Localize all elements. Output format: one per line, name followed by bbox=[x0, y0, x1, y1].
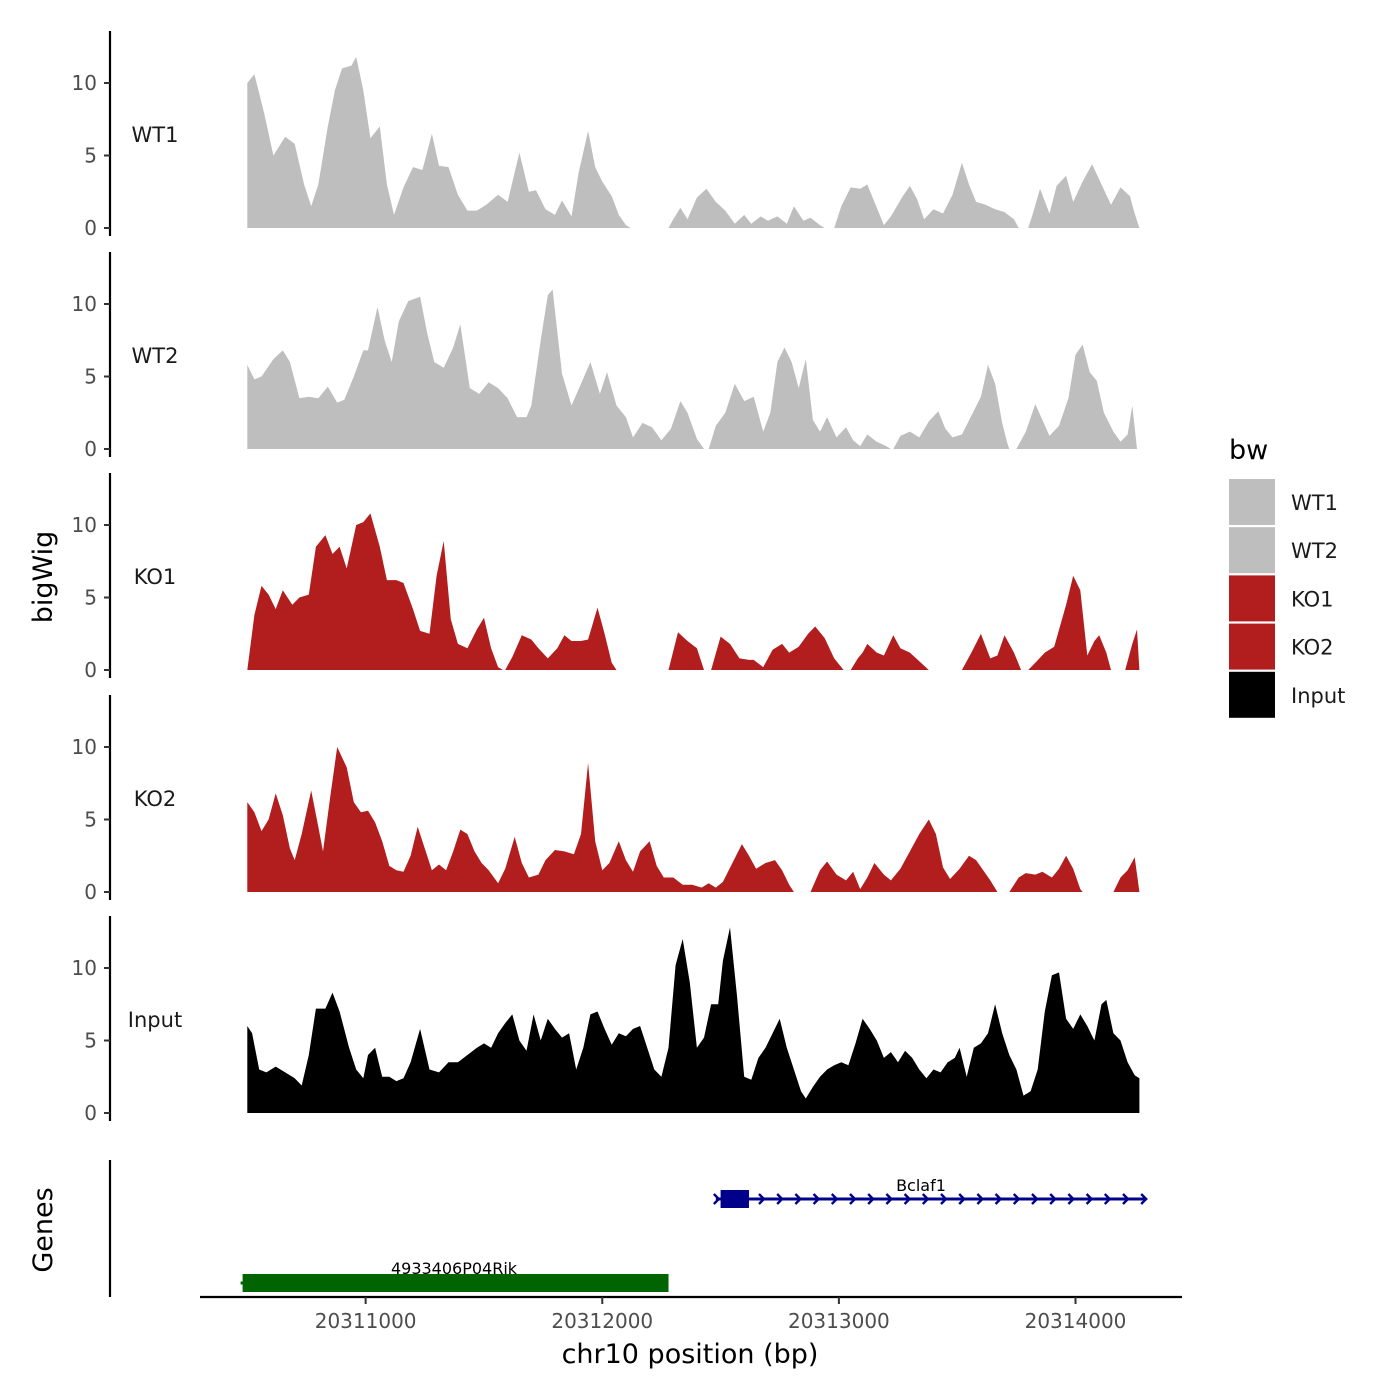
y-tick-label: 0 bbox=[84, 658, 97, 682]
legend-label-input: Input bbox=[1291, 684, 1345, 708]
area-ko2-0 bbox=[247, 747, 794, 892]
strand-arrow bbox=[885, 1193, 894, 1205]
legend-swatch-input bbox=[1229, 671, 1275, 718]
y-tick-label: 10 bbox=[72, 71, 97, 95]
legend-label-ko2: KO2 bbox=[1291, 636, 1334, 660]
y-tick-label: 5 bbox=[84, 808, 97, 832]
strand-arrow bbox=[976, 1193, 985, 1205]
y-tick-label: 10 bbox=[72, 735, 97, 759]
legend-label-wt2: WT2 bbox=[1291, 539, 1338, 563]
strand-arrow bbox=[994, 1193, 1003, 1205]
y-tick-label: 10 bbox=[72, 292, 97, 316]
legend: bw WT1 WT2 KO1 KO2 Input bbox=[1229, 435, 1345, 718]
area-ko1-0 bbox=[247, 513, 503, 670]
strand-arrow bbox=[867, 1193, 875, 1205]
area-ko1-3 bbox=[711, 626, 844, 670]
gene-bclaf1-exon bbox=[720, 1190, 749, 1208]
genes-axis-title: Genes bbox=[28, 1187, 59, 1272]
track-label-wt2: WT2 bbox=[132, 344, 179, 368]
y-tick-label: 0 bbox=[84, 216, 97, 240]
y-tick-label: 5 bbox=[84, 144, 97, 168]
strand-arrow bbox=[940, 1193, 948, 1205]
signal-tracks: 0 5 10 WT1 0 5 10 WT2 0 5 10 KO1 0 5 10 KO2 0 5 10 Input bbox=[72, 31, 1140, 1125]
area-ko1-7 bbox=[1125, 629, 1140, 670]
area-ko1-5 bbox=[961, 633, 1022, 670]
y-tick-label: 5 bbox=[84, 1029, 97, 1053]
legend-label-ko1: KO1 bbox=[1291, 587, 1334, 611]
legend-title: bw bbox=[1229, 435, 1268, 466]
area-ko1-1 bbox=[505, 607, 617, 670]
y-tick-label: 5 bbox=[84, 586, 97, 610]
gene-bclaf1: Bclaf1 bbox=[712, 1176, 1148, 1208]
x-tick-label: 20314000 bbox=[1025, 1309, 1127, 1333]
area-wt2-3 bbox=[1016, 344, 1137, 449]
strand-arrow bbox=[1049, 1193, 1057, 1205]
strand-arrow bbox=[712, 1193, 721, 1205]
gene-label-bclaf1: Bclaf1 bbox=[896, 1176, 946, 1195]
strand-arrow bbox=[903, 1193, 912, 1205]
area-wt1-3 bbox=[1028, 164, 1140, 228]
legend-swatch-wt1 bbox=[1229, 479, 1275, 525]
track-input: 0 5 10 Input bbox=[72, 916, 1140, 1125]
y-tick-label: 0 bbox=[84, 880, 97, 904]
area-ko2-2 bbox=[1009, 855, 1083, 892]
x-axis-title: chr10 position (bp) bbox=[562, 1339, 819, 1370]
legend-label-wt1: WT1 bbox=[1291, 491, 1338, 515]
track-ko1: 0 5 10 KO1 bbox=[72, 473, 1140, 682]
y-axis-title: bigWig bbox=[28, 531, 59, 624]
y-tick-label: 0 bbox=[84, 437, 97, 461]
legend-swatch-wt2 bbox=[1229, 527, 1275, 574]
strand-arrow bbox=[1067, 1193, 1076, 1205]
strand-arrow bbox=[794, 1193, 803, 1205]
track-label-ko2: KO2 bbox=[134, 787, 177, 811]
track-wt1: 0 5 10 WT1 bbox=[72, 31, 1140, 240]
gene-4933406p04rik: 4933406P04Rik bbox=[240, 1259, 669, 1292]
strand-arrow bbox=[830, 1193, 839, 1205]
y-tick-label: 5 bbox=[84, 365, 97, 389]
track-label-input: Input bbox=[128, 1008, 182, 1032]
track-ko2: 0 5 10 KO2 bbox=[72, 695, 1140, 904]
area-ko2-1 bbox=[810, 819, 998, 892]
x-tick-label: 20312000 bbox=[551, 1309, 653, 1333]
area-wt2-1 bbox=[708, 347, 891, 449]
x-tick-label: 20313000 bbox=[788, 1309, 890, 1333]
legend-swatch-ko1 bbox=[1229, 575, 1275, 622]
strand-arrow bbox=[758, 1193, 766, 1205]
track-label-wt1: WT1 bbox=[132, 123, 179, 147]
legend-swatch-ko2 bbox=[1229, 623, 1275, 670]
x-tick-label: 20311000 bbox=[315, 1309, 417, 1333]
area-wt2-2 bbox=[893, 364, 1010, 449]
area-ko1-2 bbox=[668, 632, 704, 670]
strand-arrow bbox=[1103, 1193, 1112, 1205]
gene-label-4933406p04rik: 4933406P04Rik bbox=[391, 1259, 518, 1278]
genes-panel: Bclaf1 4933406P04Rik bbox=[108, 1160, 1148, 1297]
track-wt2: 0 5 10 WT2 bbox=[72, 252, 1137, 461]
strand-arrow bbox=[958, 1193, 966, 1205]
x-axis: 20311000 20312000 20313000 20314000 bbox=[200, 1295, 1182, 1333]
strand-arrow bbox=[1140, 1193, 1148, 1205]
strand-arrow bbox=[1085, 1193, 1094, 1205]
area-wt1-0 bbox=[247, 56, 631, 229]
strand-arrow bbox=[1122, 1193, 1130, 1205]
area-ko1-6 bbox=[1028, 575, 1111, 670]
strand-arrow bbox=[849, 1193, 857, 1205]
area-wt1-1 bbox=[668, 188, 825, 228]
strand-arrow bbox=[921, 1193, 930, 1205]
area-wt1-2 bbox=[834, 162, 1019, 228]
track-label-ko1: KO1 bbox=[134, 565, 177, 589]
strand-arrow bbox=[812, 1193, 821, 1205]
strand-arrow bbox=[776, 1193, 784, 1205]
area-ko1-4 bbox=[850, 635, 929, 670]
area-ko2-3 bbox=[1113, 857, 1140, 892]
y-tick-label: 10 bbox=[72, 956, 97, 980]
strand-arrow bbox=[1031, 1193, 1039, 1205]
gene-rik-exon bbox=[242, 1274, 669, 1292]
y-tick-label: 10 bbox=[72, 513, 97, 537]
area-input-0 bbox=[247, 927, 1140, 1113]
y-tick-label: 0 bbox=[84, 1101, 97, 1125]
area-wt2-0 bbox=[247, 289, 705, 449]
strand-arrow bbox=[1012, 1193, 1021, 1205]
